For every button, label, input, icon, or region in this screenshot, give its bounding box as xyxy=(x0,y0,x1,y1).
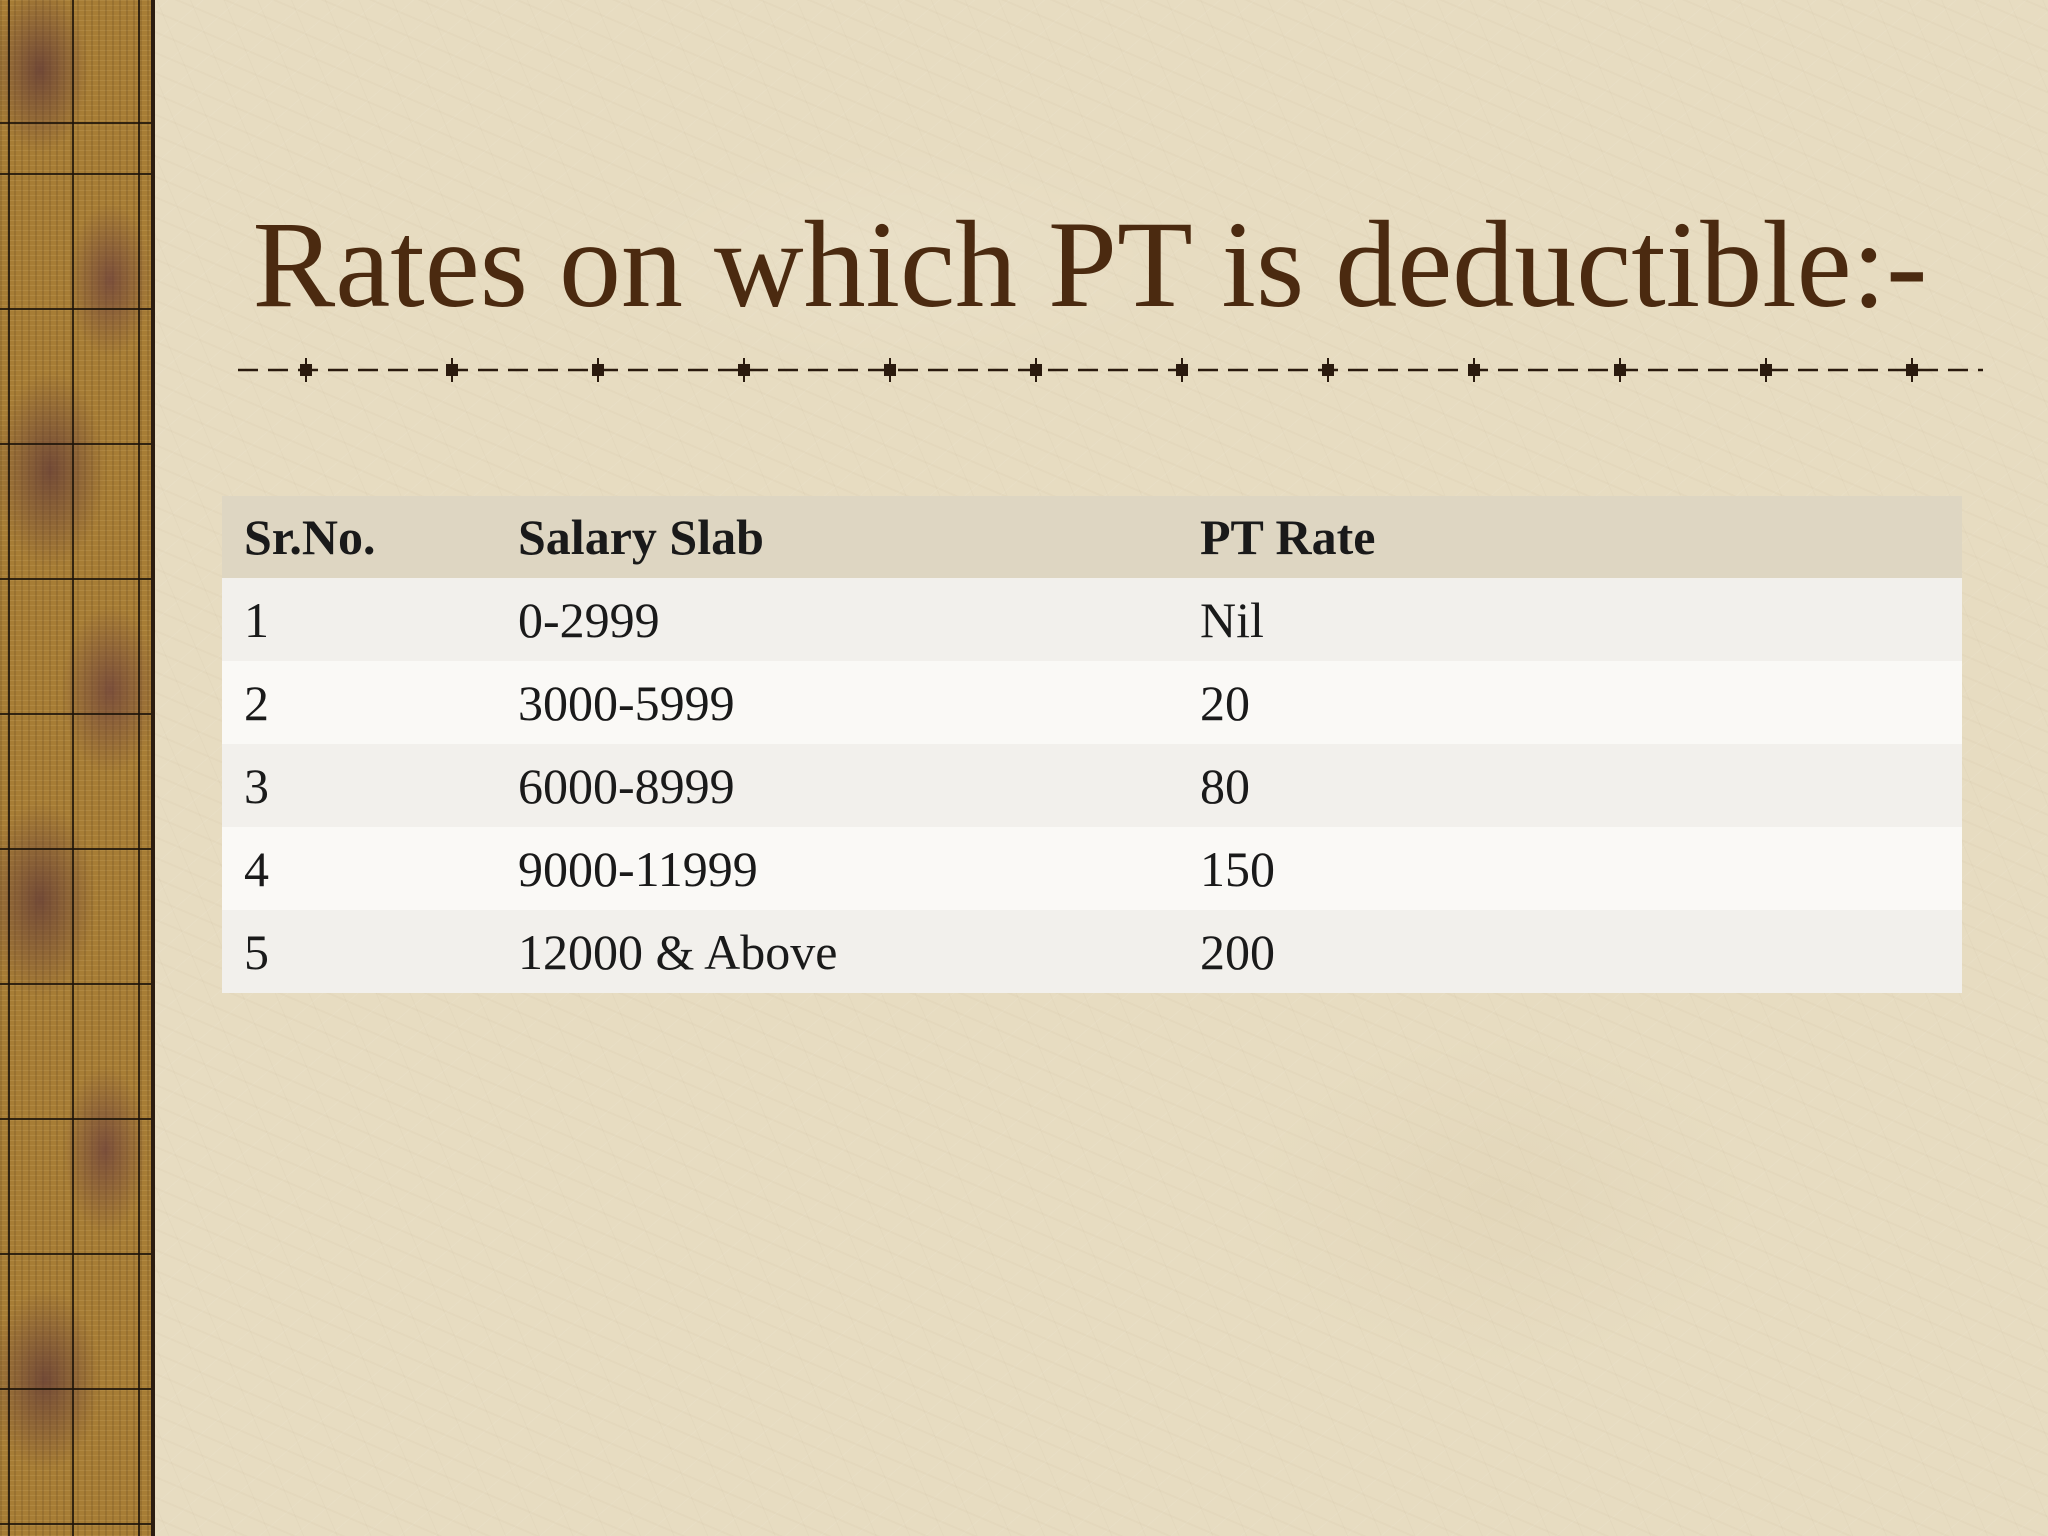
table-row: 1 0-2999 Nil xyxy=(222,578,1962,661)
cell-sr-no: 5 xyxy=(244,923,269,980)
cell-pt-rate: 150 xyxy=(1200,840,1275,897)
table-row: 2 3000-5999 20 xyxy=(222,661,1962,744)
pt-rates-table: Sr.No. Salary Slab PT Rate 1 0-2999 Nil … xyxy=(222,496,1962,993)
slide-title: Rates on which PT is deductible:- xyxy=(252,196,1928,333)
cell-sr-no: 3 xyxy=(244,757,269,814)
cell-salary-slab: 9000-11999 xyxy=(518,840,758,897)
dotted-divider xyxy=(238,358,1983,382)
decorative-side-strip xyxy=(0,0,155,1536)
table-row: 4 9000-11999 150 xyxy=(222,827,1962,910)
cell-sr-no: 4 xyxy=(244,840,269,897)
table-header-row: Sr.No. Salary Slab PT Rate xyxy=(222,496,1962,578)
cell-salary-slab: 3000-5999 xyxy=(518,674,735,731)
cell-pt-rate: 200 xyxy=(1200,923,1275,980)
cell-pt-rate: 80 xyxy=(1200,757,1250,814)
header-salary-slab: Salary Slab xyxy=(518,509,764,565)
cell-pt-rate: 20 xyxy=(1200,674,1250,731)
strip-grid-pattern xyxy=(0,0,151,1536)
cell-sr-no: 1 xyxy=(244,591,269,648)
header-pt-rate: PT Rate xyxy=(1200,509,1376,565)
cell-salary-slab: 12000 & Above xyxy=(518,923,838,980)
table-row: 5 12000 & Above 200 xyxy=(222,910,1962,993)
header-sr-no: Sr.No. xyxy=(244,509,376,565)
table-row: 3 6000-8999 80 xyxy=(222,744,1962,827)
cell-sr-no: 2 xyxy=(244,674,269,731)
cell-salary-slab: 0-2999 xyxy=(518,591,660,648)
cell-salary-slab: 6000-8999 xyxy=(518,757,735,814)
cell-pt-rate: Nil xyxy=(1200,591,1264,648)
